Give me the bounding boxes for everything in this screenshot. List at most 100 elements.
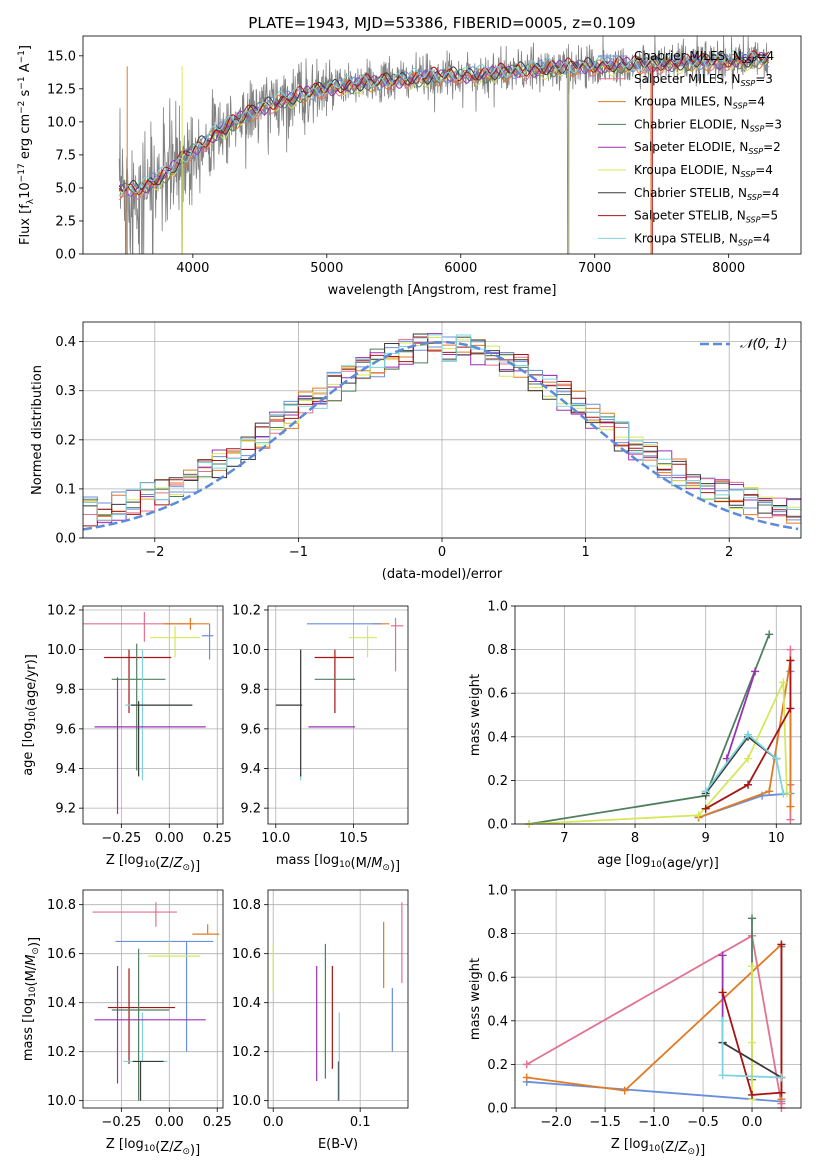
x-tick-label: −0.25	[101, 1115, 141, 1130]
y-tick-label: 0.0	[487, 1102, 508, 1117]
errorbar-point	[107, 968, 176, 1064]
errorbar-point	[104, 649, 172, 714]
y-tick-label: 9.2	[55, 802, 76, 817]
x-tick-label: −2.0	[540, 1115, 572, 1130]
x-axis-label: Z [log10(Z/Z⊙)]	[106, 853, 200, 874]
y-tick-label: 10.6	[47, 947, 76, 962]
y-tick-label: 2.5	[55, 214, 76, 229]
panel-weight-vs-Z: −2.0 −1.5 −1.0 −0.5 0.0 0.0 0.2 0.4 0.6 0.8 1.0 Z […	[468, 884, 802, 1158]
y-axis-label: mass weight	[468, 958, 483, 1040]
x-tick-label: 0	[438, 545, 446, 560]
legend-label: Chabrier MILES, NSSP=4	[634, 49, 774, 65]
x-tick-label: 4000	[176, 261, 209, 276]
x-axis-label: Z [log10(Z/Z⊙)]	[106, 1137, 200, 1158]
x-tick-label: 0.25	[203, 1115, 232, 1130]
y-tick-label: 0.0	[55, 532, 76, 547]
y-tick-label: 9.4	[55, 762, 76, 777]
x-tick-label: −1	[289, 545, 308, 560]
x-tick-label: 9	[702, 831, 710, 846]
x-tick-label: 8000	[712, 261, 745, 276]
x-tick-label: 7	[560, 831, 568, 846]
y-tick-label: 9.8	[240, 683, 261, 698]
errorbars	[92, 902, 220, 1101]
y-tick-label: 15.0	[47, 49, 76, 64]
weight-marker	[718, 1071, 727, 1080]
x-axis-label: mass [log10(M/M⊙)]	[276, 853, 400, 874]
y-tick-label: 0.8	[487, 927, 508, 942]
weight-marker	[748, 1090, 757, 1099]
model-spectrum-line	[119, 52, 770, 198]
x-tick-label: 2	[725, 545, 733, 560]
weight-marker	[786, 802, 795, 811]
weight-marker	[744, 754, 753, 763]
legend-label: 𝒩(0, 1)	[740, 337, 787, 352]
y-tick-label: 9.4	[240, 762, 261, 777]
axes-frame	[82, 35, 802, 255]
weight-marker	[718, 988, 727, 997]
panel-mass-vs-ebv: 0.0 0.1 10.0 10.2 10.4 10.6 10.8 E(B-V)	[232, 889, 409, 1152]
x-axis-label: age [log10(age/yr)]	[597, 853, 719, 871]
model-spectrum-line	[119, 50, 770, 197]
y-axis-label: mass weight	[468, 674, 483, 756]
y-tick-label: 0.6	[487, 687, 508, 702]
x-axis-label: (data-model)/error	[382, 567, 503, 582]
weight-marker	[765, 787, 774, 796]
panel-mass-vs-Z: −0.25 0.00 0.25 10.0 10.2 10.4 10.6 10.8 Z [log1…	[21, 889, 232, 1158]
panel-age-vs-Z: −0.25 0.00 0.25 9.2 9.4 9.6 9.8 10.0 10.2 Z [log1…	[21, 603, 232, 874]
y-tick-label: 5.0	[55, 181, 76, 196]
weight-marker	[779, 789, 788, 798]
x-tick-label: 0.1	[350, 1115, 371, 1130]
x-tick-label: 0.25	[203, 831, 232, 846]
weight-marker	[779, 678, 788, 687]
x-tick-label: 6000	[444, 261, 477, 276]
errorbar-point	[111, 948, 170, 1101]
y-tick-label: 10.8	[47, 898, 76, 913]
x-tick-label: −0.25	[101, 831, 141, 846]
model-spectrum-line	[118, 54, 770, 193]
errorbar-point	[150, 625, 200, 658]
y-tick-label: 7.5	[55, 148, 76, 163]
x-tick-label: 0.00	[155, 831, 184, 846]
weight-marker	[777, 940, 786, 949]
x-tick-label: 0.00	[155, 1115, 184, 1130]
axes-frame	[82, 605, 224, 825]
y-tick-label: 1.0	[487, 884, 508, 899]
x-tick-label: 0.0	[742, 1115, 763, 1130]
legend-label: Chabrier ELODIE, NSSP=3	[634, 117, 782, 133]
y-tick-label: 0.4	[487, 730, 508, 745]
x-tick-label: 10.0	[261, 831, 290, 846]
x-axis-label: wavelength [Angstrom, rest frame]	[328, 283, 557, 298]
y-tick-label: 10.2	[47, 1045, 76, 1060]
panel-spectrum: 4000 5000 6000 7000 8000 0.0 2.5 5.0 7.5 10.0 12.5…	[17, 14, 802, 298]
x-axis-label: Z [log10(Z/Z⊙)]	[611, 1137, 705, 1158]
y-axis-label: age [log10(age/yr)]	[21, 654, 39, 776]
x-tick-label: 7000	[578, 261, 611, 276]
panel-age-vs-mass: 10.0 10.5 9.2 9.4 9.6 9.8 10.0 10.2 mass [log10(…	[232, 603, 409, 874]
weight-marker	[701, 787, 710, 796]
weight-series-line	[705, 660, 792, 810]
x-tick-label: −1.5	[589, 1115, 621, 1130]
y-tick-label: 0.4	[55, 335, 76, 350]
errorbars	[275, 617, 404, 781]
y-tick-label: 0.1	[55, 482, 76, 497]
y-tick-label: 10.0	[232, 1094, 261, 1109]
weight-marker	[786, 704, 795, 713]
errorbar-point	[192, 924, 220, 935]
y-tick-label: 0.0	[487, 818, 508, 833]
legend-label: Chabrier STELIB, NSSP=4	[634, 186, 779, 202]
legend-label: Kroupa STELIB, NSSP=4	[634, 231, 770, 247]
errorbar-point	[275, 649, 303, 777]
weight-series-line	[722, 1041, 782, 1079]
weight-marker	[777, 1088, 786, 1097]
legend-label: Salpeter STELIB, NSSP=5	[634, 209, 778, 225]
x-tick-label: 1	[581, 545, 589, 560]
weight-marker	[772, 754, 781, 763]
y-tick-label: 0.8	[487, 643, 508, 658]
y-tick-label: 9.2	[240, 802, 261, 817]
y-tick-label: 9.8	[55, 683, 76, 698]
errorbar-point	[94, 677, 206, 815]
weight-marker	[748, 962, 757, 971]
weight-marker	[522, 1073, 531, 1082]
weight-marker	[748, 914, 757, 923]
